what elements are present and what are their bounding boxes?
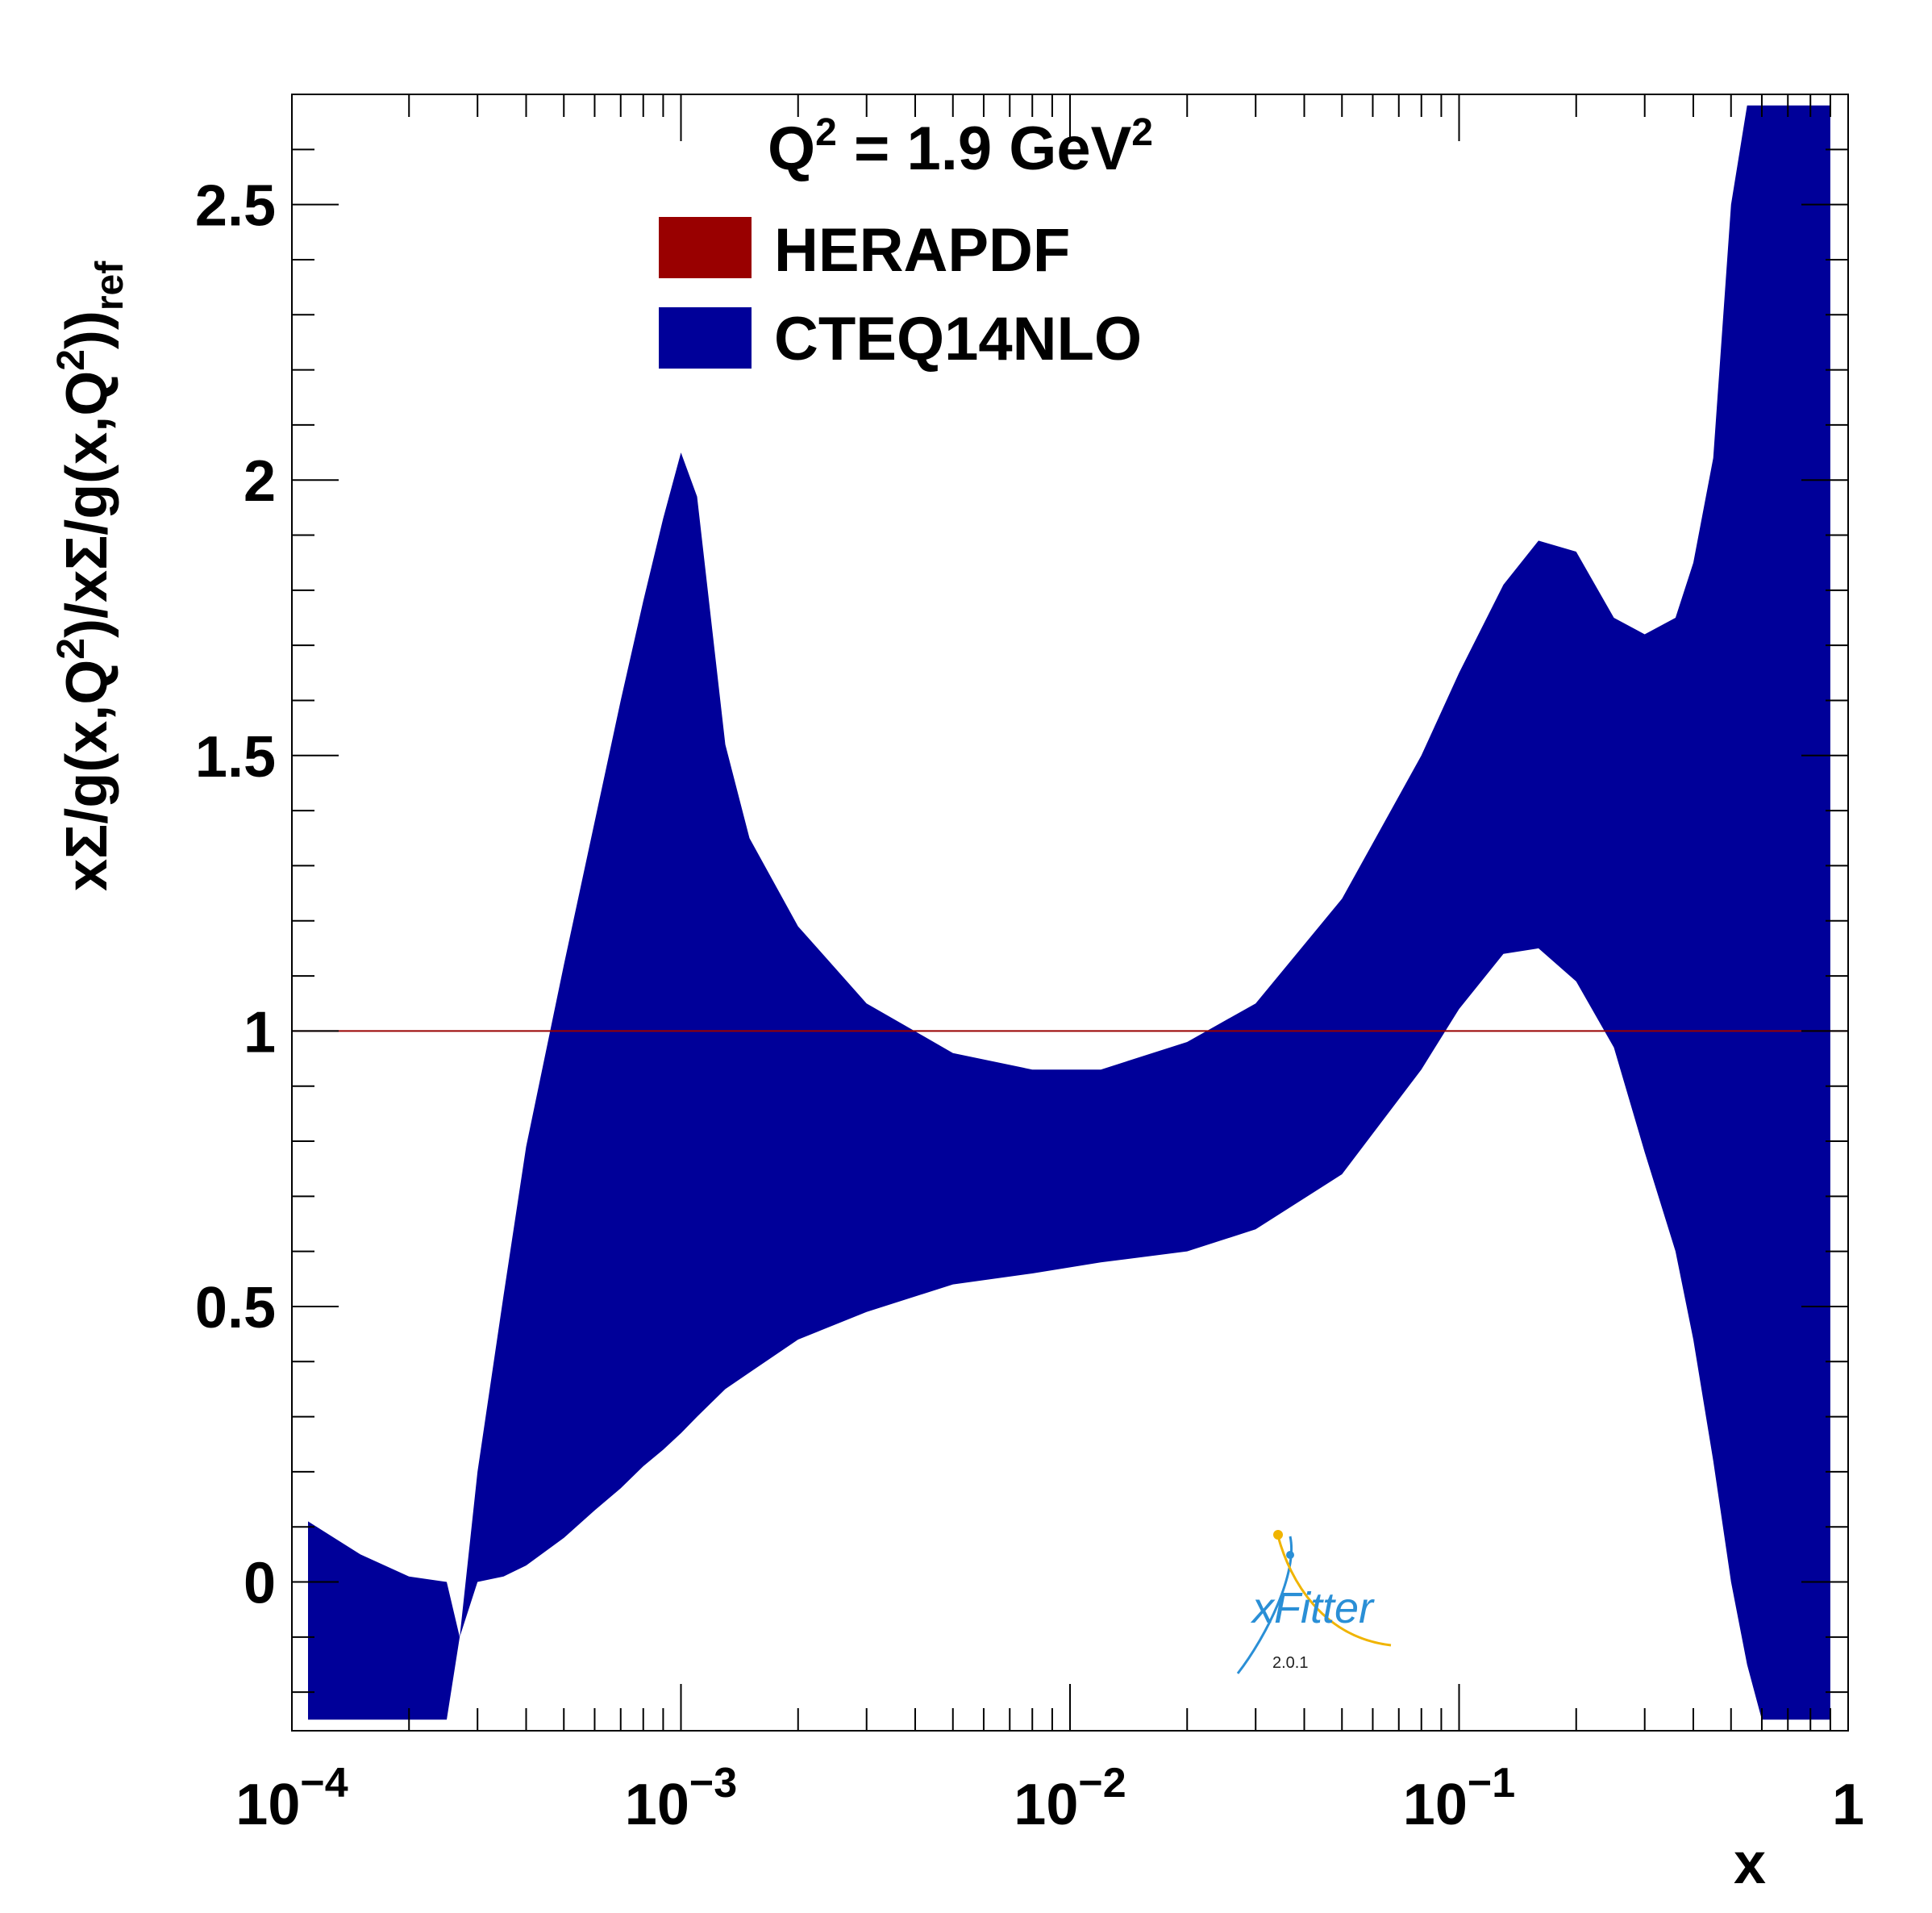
legend-swatch-herapdf bbox=[659, 217, 752, 278]
legend-label-cteq14nlo: CTEQ14NLO bbox=[774, 305, 1142, 373]
logo-text: xFitter bbox=[1250, 1584, 1375, 1632]
y-tick-label: 2.5 bbox=[195, 174, 276, 239]
band-cteq14nlo bbox=[308, 105, 1830, 1720]
x-tick-label: 10−2 bbox=[1014, 1760, 1126, 1837]
logo-orbit-yellow bbox=[1276, 1536, 1392, 1647]
logo-orbit-blue bbox=[1236, 1536, 1293, 1674]
x-tick-label: 10−1 bbox=[1403, 1760, 1515, 1837]
legend-swatch-cteq14nlo bbox=[659, 307, 752, 369]
y-axis-title: xΣ/g(x,Q2)/xΣ/g(x,Q2))ref bbox=[50, 260, 131, 891]
legend-label-herapdf: HERAPDF bbox=[774, 216, 1070, 285]
y-tick-label: 1 bbox=[244, 1000, 276, 1065]
legend: Q2 = 1.9 GeV2 HERAPDF CTEQ14NLO bbox=[659, 111, 1153, 373]
x-axis-title: x bbox=[1734, 1832, 1766, 1896]
y-tick-label: 0 bbox=[244, 1552, 276, 1616]
xfitter-logo: xFitter 2.0.1 bbox=[1236, 1530, 1392, 1674]
logo-dot-blue bbox=[1286, 1551, 1294, 1559]
x-tick-label: 10−3 bbox=[625, 1760, 737, 1837]
plot-area bbox=[292, 105, 1848, 1720]
logo-version: 2.0.1 bbox=[1272, 1654, 1308, 1672]
axes: 0 0.5 1 1.5 2 2.5 10−4 10−3 10−2 10−1 1 bbox=[195, 94, 1864, 1837]
y-tick-label: 2 bbox=[244, 449, 276, 514]
y-tick-label: 1.5 bbox=[195, 725, 276, 790]
y-tick-label: 0.5 bbox=[195, 1276, 276, 1340]
x-tick-label: 1 bbox=[1832, 1773, 1864, 1837]
energy-annotation: Q2 = 1.9 GeV2 bbox=[768, 111, 1153, 183]
logo-dot-yellow bbox=[1273, 1530, 1283, 1540]
x-tick-label: 10−4 bbox=[235, 1760, 348, 1837]
